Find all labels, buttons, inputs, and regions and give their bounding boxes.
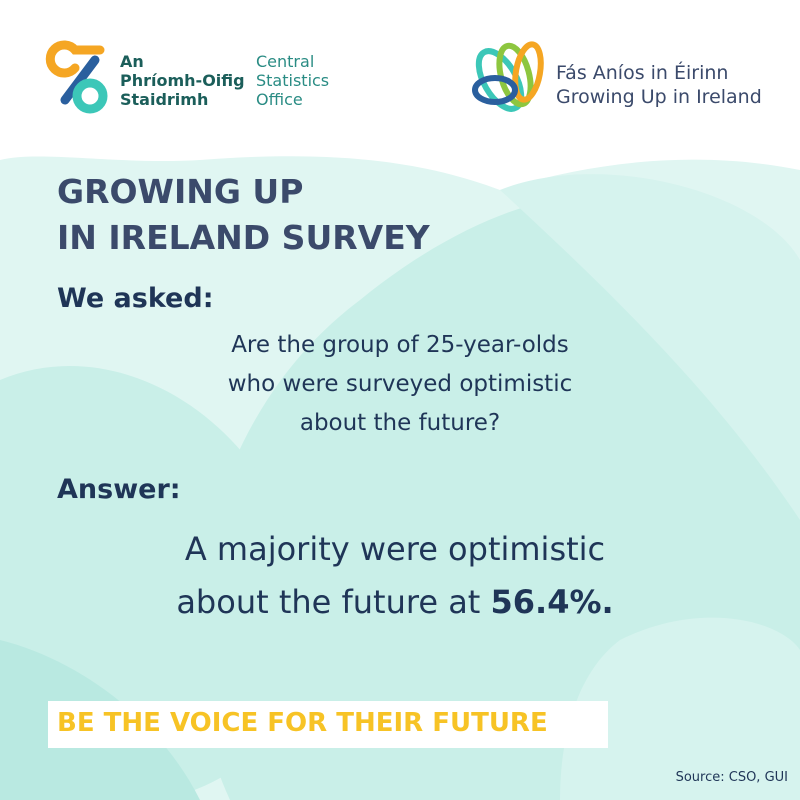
cso-irish: An	[120, 52, 144, 71]
bg-blob	[500, 174, 800, 520]
gui-icon	[472, 41, 544, 112]
answer-highlight: 56.4%.	[490, 583, 614, 621]
answer-text: about the future at	[176, 583, 481, 621]
gui-name: Growing Up in Ireland	[556, 86, 762, 108]
title: GROWING UP	[57, 172, 304, 211]
bg-edge	[0, 140, 800, 190]
bg-blob	[560, 617, 800, 800]
answer-line: about the future at 56.4%.	[0, 583, 790, 621]
cso-english: Office	[256, 90, 303, 109]
source: Source: CSO, GUI	[675, 770, 788, 785]
question-line: about the future?	[299, 410, 501, 436]
title: IN IRELAND SURVEY	[57, 218, 430, 257]
tagline: BE THE VOICE FOR THEIR FUTURE	[57, 708, 548, 738]
cso-english: Statistics	[256, 71, 330, 90]
answer-label: Answer:	[57, 474, 181, 505]
cso-irish: Phríomh-Oifig	[120, 71, 245, 90]
answer-line: A majority were optimistic	[184, 530, 606, 568]
question-line: Are the group of 25-year-olds	[231, 332, 569, 358]
question-line: who were surveyed optimistic	[227, 371, 573, 397]
cso-irish: Staidrimh	[120, 90, 209, 109]
cso-english: Central	[256, 52, 315, 71]
tagline-box	[48, 701, 608, 748]
gui-name: Fás Aníos in Éirinn	[556, 62, 729, 84]
cso-icon	[45, 40, 108, 114]
question-label: We asked:	[57, 283, 214, 314]
